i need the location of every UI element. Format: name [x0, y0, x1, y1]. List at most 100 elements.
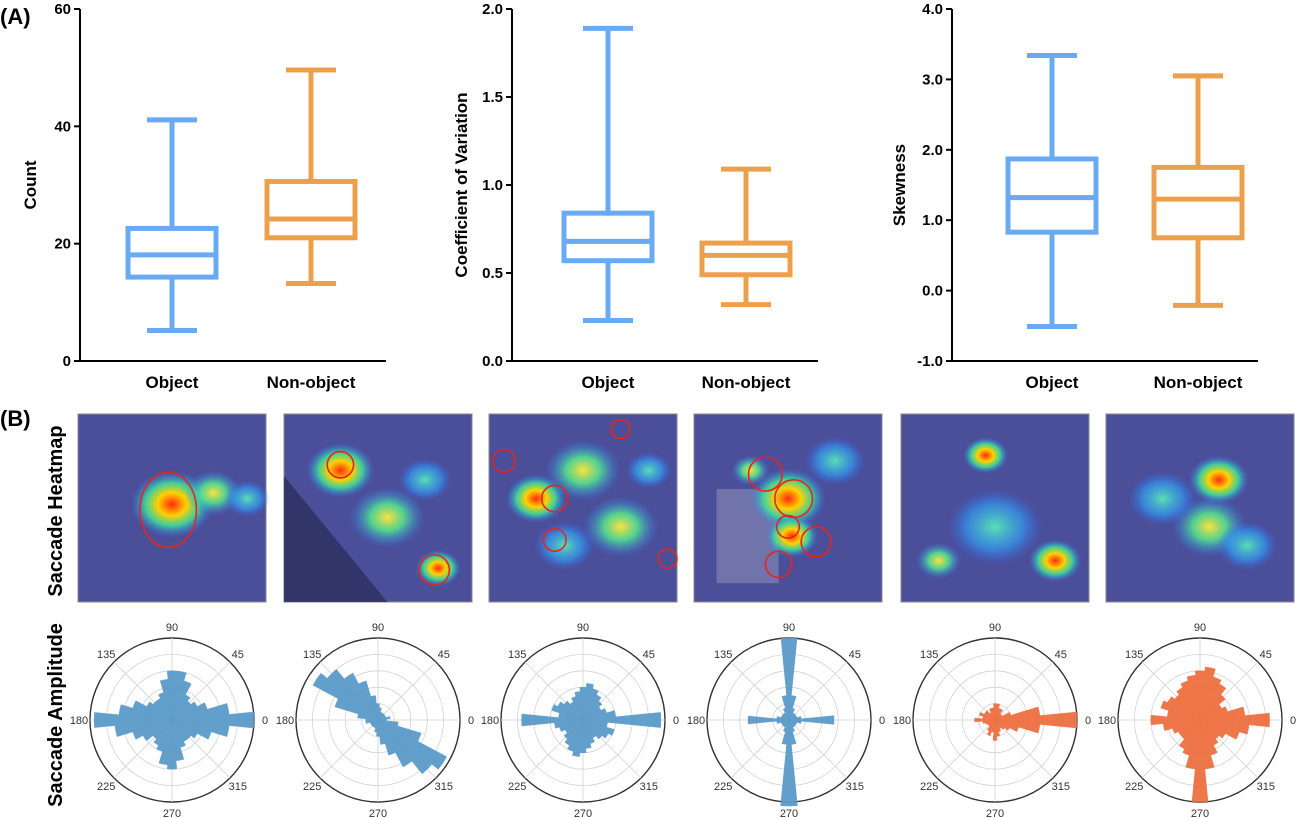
y-tick-label: 0.0	[922, 283, 943, 300]
polar-bar	[1180, 680, 1201, 721]
saccade-heatmaps	[77, 413, 1295, 603]
polar-bar	[780, 719, 798, 807]
object-circle	[418, 554, 451, 586]
polar-bar	[377, 719, 399, 727]
y-tick-label: 3.0	[922, 71, 943, 88]
polar-bar	[1199, 666, 1216, 721]
heatmap-6	[1105, 413, 1295, 603]
polar-angle-label: 135	[508, 649, 526, 661]
polar-grid-spoke	[936, 719, 996, 779]
polar-bar	[582, 708, 607, 721]
category-label: Non-object	[1154, 373, 1243, 392]
polar-bar	[994, 711, 1078, 729]
polar-bar	[579, 687, 587, 721]
heat-blob	[1128, 471, 1197, 526]
object-circle	[657, 548, 678, 569]
y-tick-label: -1.0	[917, 353, 943, 370]
polar-angle-label: 270	[574, 808, 592, 818]
box-charts: 0 20 40 60 Count Object Non-object 0.0 0.5 1.0 1.5…	[21, 1, 1258, 392]
polar-bar	[334, 698, 379, 721]
polar-angle-label: 315	[229, 781, 247, 793]
polar-angle-label: 0	[1290, 715, 1296, 727]
shadow-region	[284, 476, 388, 602]
polar-chart-5: 0 45 90 135 180 225 270 315	[893, 622, 1091, 818]
polar-bar	[171, 701, 198, 721]
polar-grid-spoke	[788, 719, 848, 779]
panel-b-tag: (B)	[0, 406, 31, 431]
polar-bar	[582, 683, 594, 721]
polar-angle-label: 315	[1257, 781, 1275, 793]
y-tick-label: 1.0	[922, 212, 943, 229]
y-axis-title: Skewness	[890, 144, 909, 226]
iqr-box	[561, 210, 655, 264]
polar-bar	[1199, 719, 1219, 746]
polar-grid-spoke	[994, 661, 1054, 721]
row-title-amplitude: Saccade Amplitude	[45, 623, 67, 807]
heatmap-4	[693, 413, 883, 603]
object-circle	[326, 450, 355, 479]
box-non-object	[1151, 73, 1245, 308]
polar-angle-label: 135	[97, 649, 115, 661]
y-tick-label: 1.5	[482, 89, 503, 106]
y-tick-label: 2.0	[482, 1, 503, 18]
polar-grid-spoke	[788, 661, 848, 721]
heat-blob	[765, 515, 819, 558]
polar-angle-label: 225	[714, 781, 732, 793]
category-label: Object	[146, 373, 199, 392]
polar-angle-label: 135	[303, 649, 321, 661]
polar-bar	[788, 715, 835, 725]
box-object	[125, 117, 219, 333]
polar-angle-label: 225	[303, 781, 321, 793]
category-label: Non-object	[267, 373, 356, 392]
heat-blob	[583, 496, 659, 557]
heat-blob	[306, 443, 375, 498]
y-tick-label: 40	[54, 118, 71, 135]
heatmap-2	[283, 413, 473, 603]
polar-bar	[1191, 719, 1209, 803]
polar-bar	[166, 719, 178, 770]
polar-angle-label: 45	[232, 649, 244, 661]
heat-blob	[545, 440, 621, 501]
y-tick-label: 20	[54, 236, 71, 253]
polar-bar	[788, 719, 802, 724]
polar-angle-label: 90	[372, 622, 384, 634]
polar-angle-label: 135	[920, 649, 938, 661]
heat-blob	[916, 542, 962, 579]
iqr-box	[264, 178, 358, 241]
polar-angle-label: 180	[481, 715, 499, 727]
polar-chart-4: 0 45 90 135 180 225 270 315	[687, 622, 885, 818]
polar-bar	[559, 719, 584, 732]
polar-angle-label: 180	[687, 715, 705, 727]
polar-angle-label: 270	[369, 808, 387, 818]
polar-bar	[1199, 719, 1218, 756]
polar-angle-label: 90	[1194, 622, 1206, 634]
polar-grid-spoke	[730, 661, 790, 721]
polar-bar	[93, 712, 173, 728]
polar-angle-label: 0	[673, 715, 679, 727]
box-object	[1005, 52, 1099, 330]
heat-blob	[1028, 539, 1082, 582]
polar-angle-label: 0	[879, 715, 885, 727]
polar-angle-label: 45	[643, 649, 655, 661]
polar-bar	[582, 719, 595, 744]
polar-bar	[994, 719, 1041, 734]
category-label: Object	[582, 373, 635, 392]
heatmap-3	[488, 413, 678, 603]
polar-bar	[780, 637, 798, 721]
polar-angle-label: 225	[508, 781, 526, 793]
polar-angle-label: 0	[1085, 715, 1091, 727]
polar-bar	[521, 713, 584, 727]
polar-bar	[171, 702, 208, 721]
polar-bar	[171, 711, 255, 729]
polar-grid-spoke	[319, 719, 379, 779]
polar-angle-label: 225	[1125, 781, 1143, 793]
polar-angle-label: 270	[986, 808, 1004, 818]
iqr-box	[699, 240, 793, 278]
polar-angle-label: 45	[849, 649, 861, 661]
polar-bar	[142, 719, 173, 742]
polar-bar	[171, 719, 230, 737]
polar-bar	[747, 715, 790, 725]
polar-bar	[579, 719, 587, 753]
polar-grid-spoke	[994, 719, 1054, 779]
box-chart-1: 0 20 40 60 Count Object Non-object	[21, 1, 386, 392]
